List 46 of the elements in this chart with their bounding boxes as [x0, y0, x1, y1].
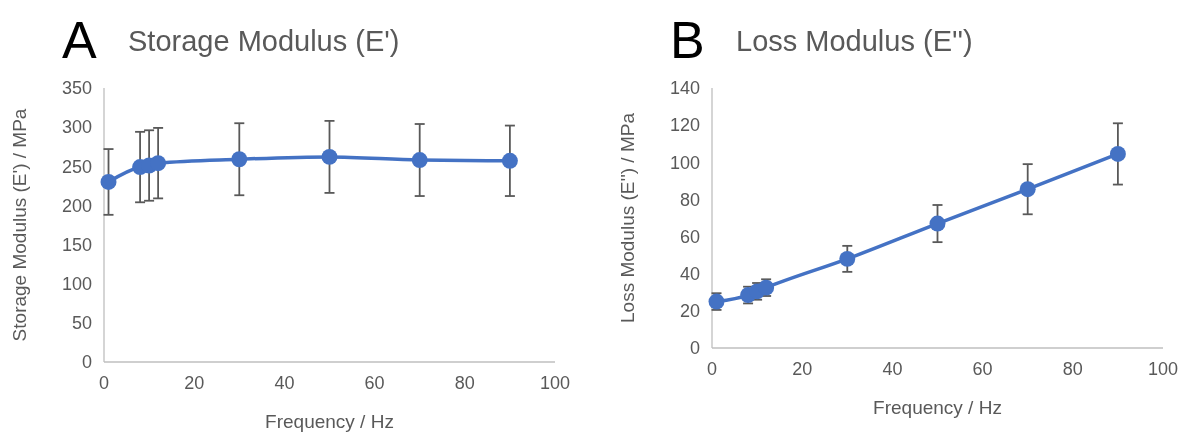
y-tick-label: 40	[679, 264, 700, 285]
x-axis-title: Frequency / Hz	[873, 397, 1002, 418]
y-tick-label: 150	[61, 234, 92, 255]
point	[501, 152, 518, 169]
point	[100, 173, 117, 190]
y-tick-label: 200	[61, 195, 92, 216]
chart-title: Storage Modulus (E')	[128, 25, 400, 57]
y-tick-label: 350	[61, 78, 92, 99]
x-tick-label: 40	[274, 373, 295, 393]
y-tick-label: 100	[61, 274, 92, 295]
point	[1019, 181, 1036, 198]
x-tick-label: 0	[706, 359, 718, 379]
x-tick-label: 60	[972, 359, 993, 379]
x-axis-title: Frequency / Hz	[265, 411, 394, 432]
y-tick-label: 20	[679, 301, 700, 322]
x-tick-label: 80	[1062, 359, 1083, 379]
point	[411, 152, 428, 168]
y-axis-title: Storage Modulus (E') / MPa	[9, 108, 30, 342]
y-tick-label: 50	[71, 313, 92, 334]
x-tick-label: 60	[364, 373, 385, 393]
point	[231, 151, 248, 168]
x-tick-label: 80	[454, 373, 475, 393]
x-tick-label: 0	[98, 373, 110, 393]
x-tick-label: 40	[882, 359, 903, 379]
y-tick-label: 0	[689, 338, 700, 359]
y-axis-title: Loss Modulus (E'') / MPa	[617, 112, 638, 323]
y-tick-label: 80	[679, 189, 700, 210]
x-tick-label: 100	[1147, 359, 1179, 379]
x-tick-label: 20	[792, 359, 813, 379]
point	[321, 148, 338, 165]
text: B	[670, 11, 705, 69]
point	[929, 215, 946, 232]
y-tick-label: 120	[669, 115, 700, 136]
y-tick-label: 300	[61, 117, 92, 138]
y-tick-label: 100	[669, 152, 700, 173]
y-tick-label: 250	[61, 156, 92, 177]
point	[839, 250, 856, 267]
x-tick-label: 20	[184, 373, 205, 393]
y-tick-label: 60	[679, 226, 700, 247]
y-tick-label: 140	[669, 78, 700, 99]
text: A	[62, 11, 97, 69]
x-tick-label: 100	[539, 373, 571, 393]
chart-title: Loss Modulus (E'')	[736, 25, 973, 57]
point	[1109, 145, 1126, 162]
point	[150, 155, 167, 172]
point	[708, 293, 725, 310]
